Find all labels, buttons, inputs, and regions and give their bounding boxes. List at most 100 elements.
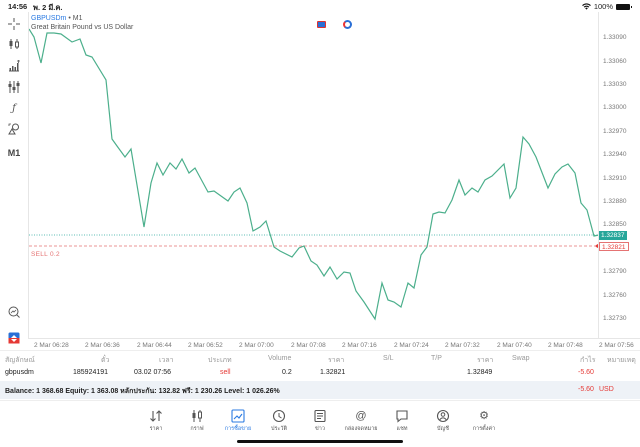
tab-chat[interactable]: แชท <box>382 409 422 433</box>
tab-label: ประวัติ <box>270 426 288 432</box>
candles-icon[interactable] <box>4 36 24 52</box>
row-time: 03.02 07:56 <box>134 369 171 376</box>
indicators-icon[interactable] <box>4 58 24 74</box>
time-tick: 2 Mar 06:52 <box>188 342 223 349</box>
tab-settings[interactable]: ⚙ การตั้งค่า <box>464 409 504 433</box>
tab-chart[interactable]: กราฟ <box>177 409 217 433</box>
header-comment[interactable]: หมายเหตุ <box>607 357 636 364</box>
header-ticket[interactable]: ตั๋ว <box>101 357 110 364</box>
price-tick: 1.32880 <box>603 198 627 205</box>
time-tick: 2 Mar 07:08 <box>291 342 326 349</box>
tab-news[interactable]: ข่าว <box>300 409 340 433</box>
time-tick: 2 Mar 07:24 <box>394 342 429 349</box>
price-chart[interactable]: GBPUSDm • M1 Great Britain Pound vs US D… <box>28 12 599 338</box>
tab-label: การตั้งค่า <box>472 426 496 432</box>
time-tick: 2 Mar 06:44 <box>137 342 172 349</box>
wifi-icon <box>581 3 591 10</box>
header-symbol[interactable]: สัญลักษณ์ <box>5 357 35 364</box>
tab-trade[interactable]: การซื้อขาย <box>218 409 258 433</box>
zoom-chart-icon[interactable] <box>4 304 24 320</box>
tab-label: การซื้อขาย <box>224 426 252 432</box>
time-axis[interactable]: 2 Mar 06:28 2 Mar 06:36 2 Mar 06:44 2 Ma… <box>28 338 640 350</box>
shapes-icon[interactable] <box>4 121 24 137</box>
price-tick: 1.32910 <box>603 175 627 182</box>
price-tick: 1.32970 <box>603 128 627 135</box>
tab-label: กล่องจดหมาย <box>344 426 378 432</box>
price-tick: 1.32760 <box>603 292 627 299</box>
time-tick: 2 Mar 06:28 <box>34 342 69 349</box>
row-volume: 0.2 <box>282 369 292 376</box>
function-icon[interactable]: ƒ <box>12 102 16 114</box>
chart-mode-icon[interactable] <box>343 20 352 29</box>
table-header: สัญลักษณ์ ตั๋ว เวลา ประเภท Volume ราคา S… <box>0 350 640 365</box>
price-tick: 1.32790 <box>603 268 627 275</box>
time-tick: 2 Mar 07:16 <box>342 342 377 349</box>
account-summary: Balance: 1 368.68 Equity: 1 363.08 หลักป… <box>0 381 640 399</box>
home-indicator[interactable] <box>237 440 403 443</box>
price-tick: 1.33030 <box>603 81 627 88</box>
status-bar: 14:56 พ. 2 มี.ค. 100% <box>0 0 640 12</box>
header-price[interactable]: ราคา <box>477 357 494 364</box>
tab-label: แชท <box>396 426 408 432</box>
account-icon <box>436 409 450 423</box>
tab-label: กราฟ <box>190 426 204 432</box>
header-tp[interactable]: T/P <box>431 355 442 362</box>
header-volume[interactable]: Volume <box>268 355 292 362</box>
time-tick: 2 Mar 07:00 <box>239 342 274 349</box>
bottom-tab-bar: ราคา กราฟ การซื้อขาย ประวัติ ข่าว @ กล่อ… <box>0 400 640 447</box>
tab-mailbox[interactable]: @ กล่องจดหมาย <box>341 409 381 433</box>
status-time: 14:56 <box>8 2 28 11</box>
chat-icon <box>396 410 408 423</box>
time-tick: 2 Mar 07:32 <box>445 342 480 349</box>
price-tick: 1.33090 <box>603 34 627 41</box>
tab-account[interactable]: บัญชี <box>423 409 463 433</box>
header-swap[interactable]: Swap <box>512 355 530 362</box>
mailbox-icon: @ <box>355 410 367 422</box>
header-open-price[interactable]: ราคา <box>328 357 345 364</box>
summary-text: Balance: 1 368.68 Equity: 1 363.08 หลักป… <box>5 388 280 395</box>
row-ticket: 185924191 <box>73 369 109 376</box>
header-time[interactable]: เวลา <box>159 357 174 364</box>
price-tick: 1.33000 <box>603 104 627 111</box>
price-tick: 1.32850 <box>603 221 627 228</box>
table-row[interactable]: gbpusdm 185924191 03.02 07:56 sell 0.2 1… <box>0 365 640 381</box>
tab-quotes[interactable]: ราคา <box>136 409 176 433</box>
tab-history[interactable]: ประวัติ <box>259 409 299 433</box>
sell-order-label[interactable]: SELL 0.2 <box>31 251 60 258</box>
price-axis[interactable]: 1.33090 1.33060 1.33030 1.33000 1.32970 … <box>598 12 640 338</box>
battery-percent: 100% <box>593 2 613 11</box>
trade-panel-icon[interactable] <box>4 330 24 346</box>
price-tick: 1.32730 <box>603 315 627 322</box>
row-price: 1.32849 <box>467 369 493 376</box>
price-line <box>29 28 599 321</box>
row-type: sell <box>220 369 231 376</box>
status-right: 100% <box>581 2 632 11</box>
news-icon <box>314 409 326 423</box>
chart-candles-icon <box>192 410 202 422</box>
gear-icon: ⚙ <box>479 410 489 422</box>
price-tick: 1.32940 <box>603 151 627 158</box>
sliders-icon[interactable] <box>4 79 24 95</box>
row-symbol: gbpusdm <box>5 369 34 376</box>
time-tick: 2 Mar 07:56 <box>599 342 634 349</box>
time-tick: 2 Mar 07:48 <box>548 342 583 349</box>
one-click-trading-icon[interactable] <box>317 21 326 28</box>
time-tick: 2 Mar 07:40 <box>497 342 532 349</box>
crosshair-icon[interactable] <box>4 16 24 32</box>
order-price-tag: 1.32821 <box>599 242 629 251</box>
header-profit[interactable]: กำไร <box>580 357 596 364</box>
price-tick: 1.33060 <box>603 58 627 65</box>
tab-label: บัญชี <box>437 426 449 432</box>
chart-symbol: GBPUSDm <box>31 15 67 22</box>
header-type[interactable]: ประเภท <box>208 357 232 364</box>
row-profit: -5.60 <box>578 369 594 376</box>
bid-price-tag: 1.32837 <box>599 231 627 240</box>
timeframe-button[interactable]: M1 <box>7 148 21 158</box>
chart-timeframe: M1 <box>72 15 83 22</box>
chart-toolbar: ƒ M1 <box>0 12 28 344</box>
history-icon <box>272 409 286 423</box>
chart-title: GBPUSDm • M1 <box>31 15 82 22</box>
trade-chart-icon <box>231 409 245 423</box>
chart-description: Great Britain Pound vs US Dollar <box>31 24 134 31</box>
header-sl[interactable]: S/L <box>383 355 394 362</box>
